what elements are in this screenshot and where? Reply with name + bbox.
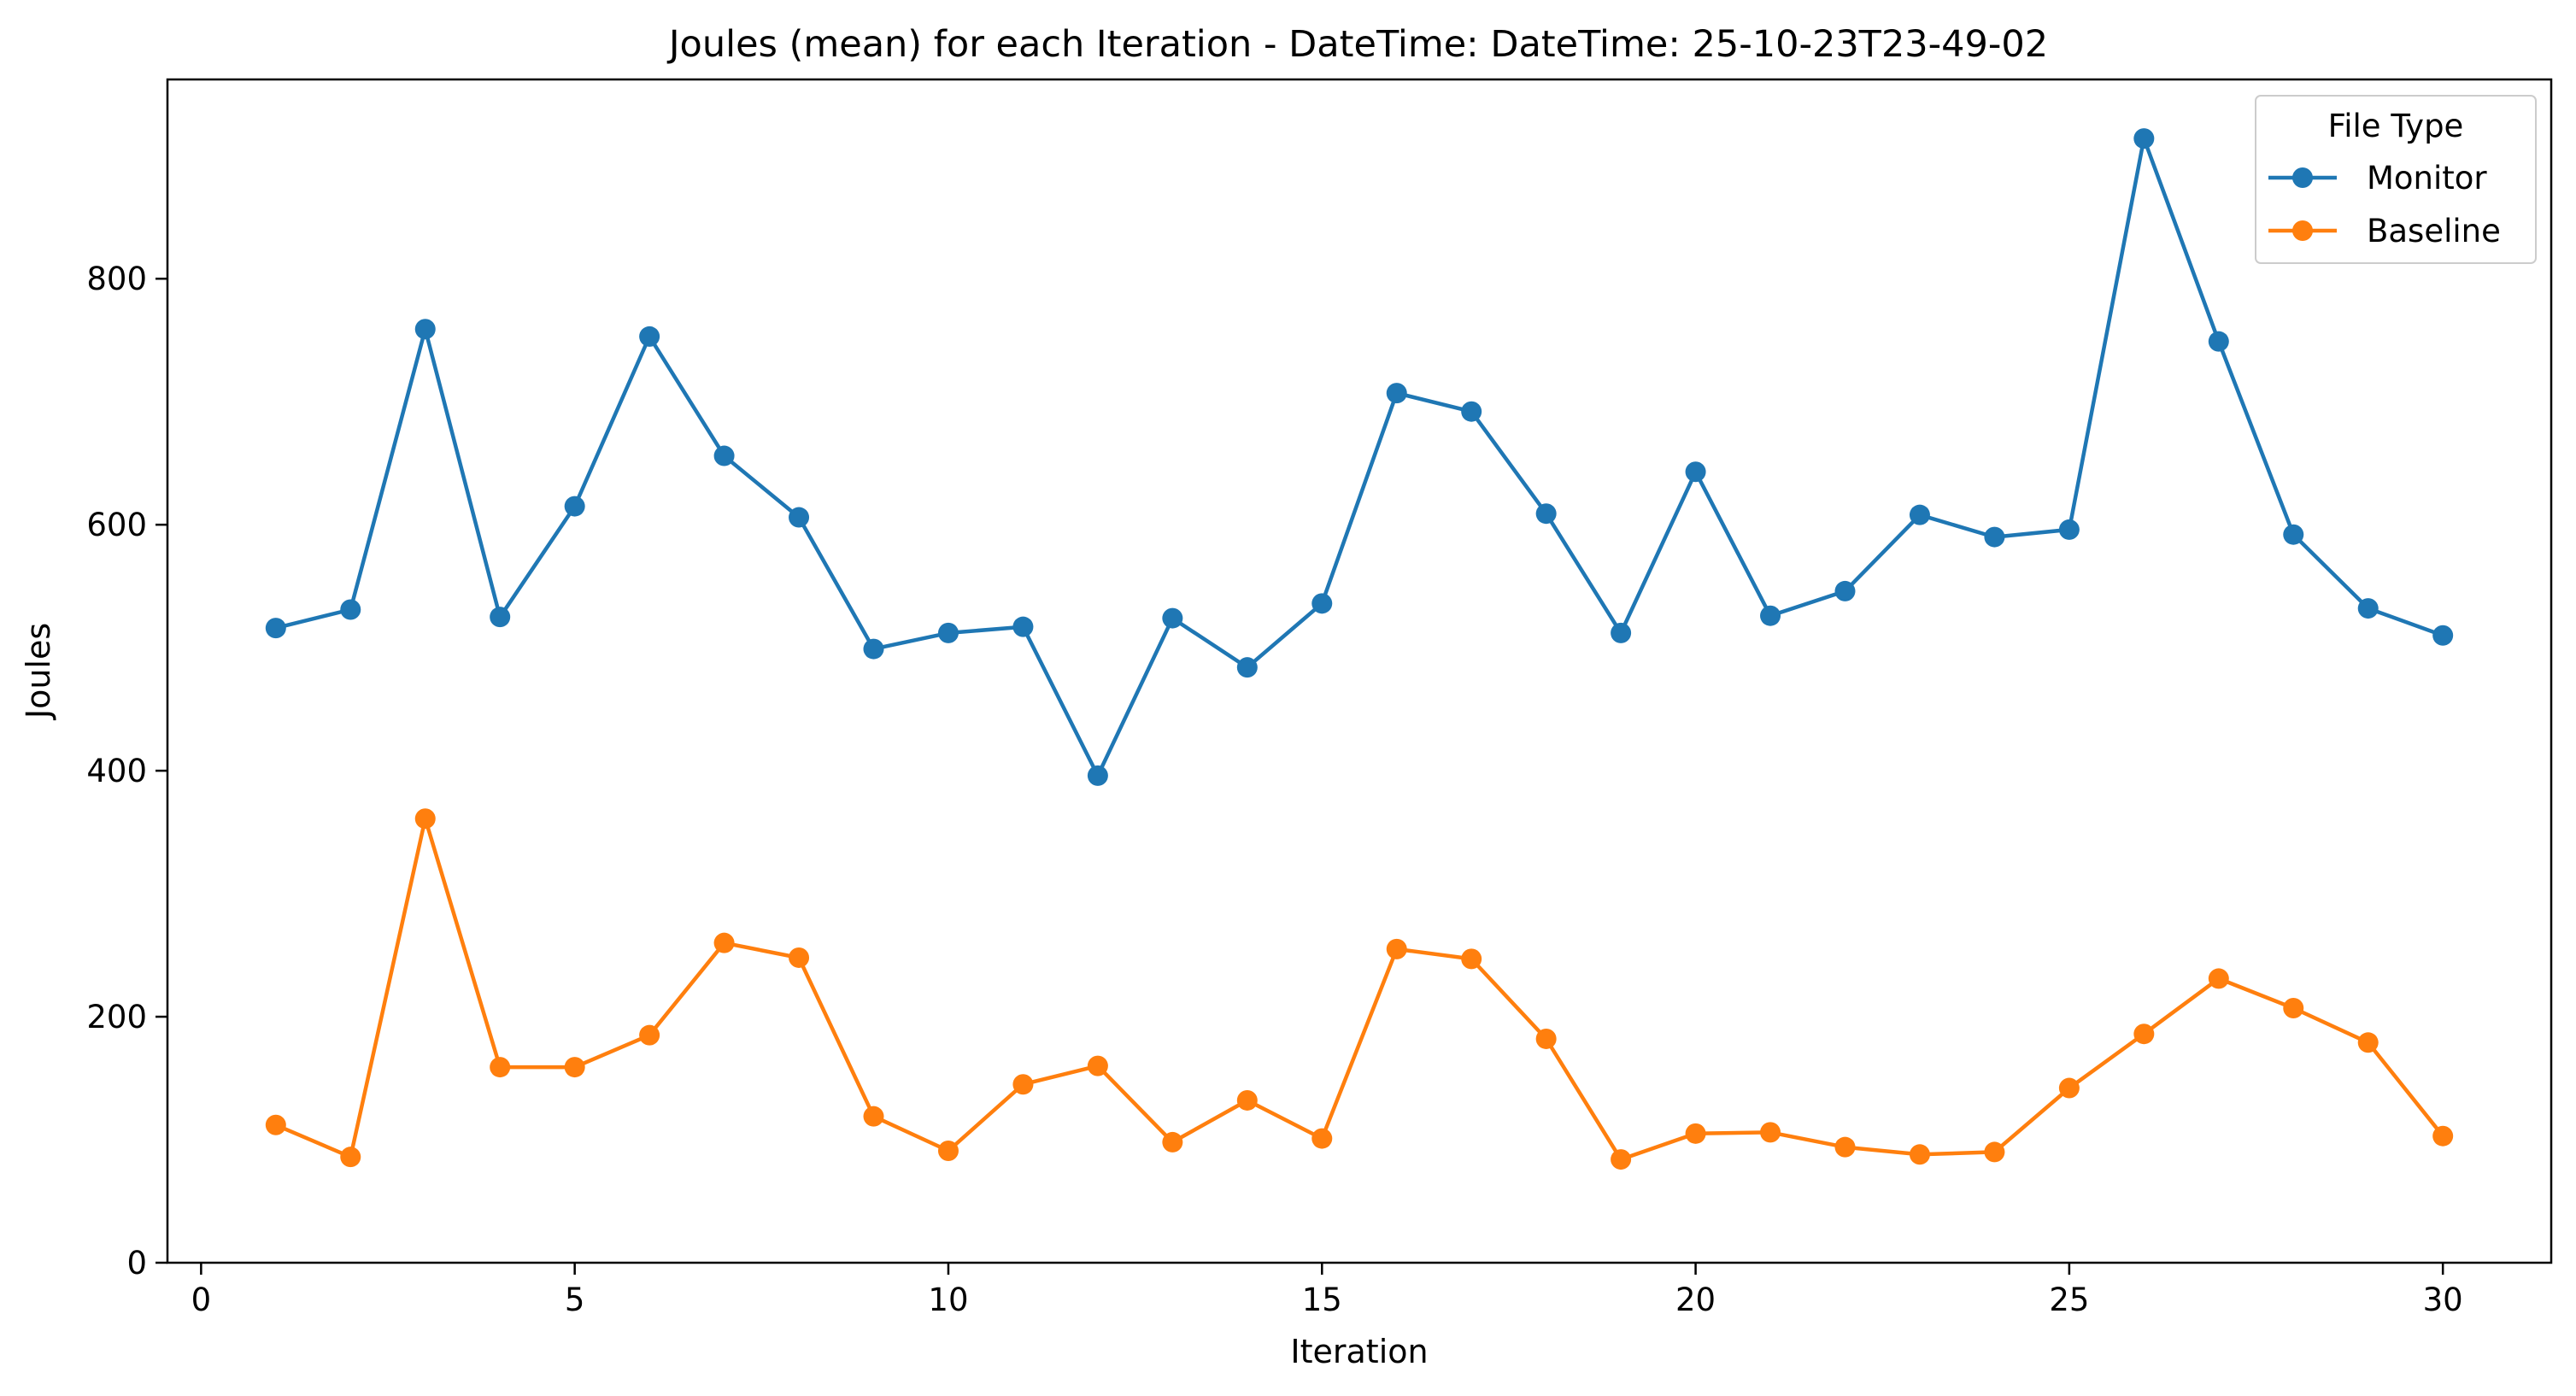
baseline-data-point — [2357, 1032, 2379, 1053]
monitor-data-point — [1760, 605, 1781, 626]
legend-items: Monitor Baseline — [2268, 160, 2501, 249]
plot-area-frame — [166, 78, 2553, 1264]
series-layer — [265, 128, 2454, 1170]
baseline-data-point — [937, 1140, 959, 1161]
monitor-data-point — [1386, 383, 1407, 404]
baseline-data-point — [1760, 1122, 1781, 1143]
x-tick-label: 30 — [2423, 1282, 2463, 1318]
monitor-data-point — [1236, 657, 1258, 678]
monitor-series-line — [273, 136, 2445, 778]
monitor-data-point — [1461, 401, 1482, 422]
monitor-data-point — [2357, 598, 2379, 619]
baseline-data-point — [1386, 938, 1407, 959]
y-tick-label: 400 — [86, 753, 147, 789]
baseline-data-point — [1535, 1028, 1557, 1049]
monitor-data-point — [2432, 625, 2454, 646]
baseline-data-point — [265, 1114, 286, 1135]
monitor-data-point — [1685, 461, 1706, 483]
baseline-data-point — [2133, 1024, 2155, 1045]
baseline-data-point — [713, 932, 735, 953]
y-tick-label: 600 — [86, 507, 147, 543]
monitor-data-point — [789, 507, 810, 528]
monitor-data-point — [564, 496, 585, 517]
legend-box — [2255, 95, 2537, 264]
monitor-data-point — [414, 319, 436, 340]
x-tick-label: 5 — [565, 1282, 585, 1318]
baseline-data-point — [2283, 997, 2304, 1018]
monitor-data-point — [490, 607, 511, 628]
baseline-data-point — [2058, 1077, 2080, 1099]
legend: File Type Monitor Baseline — [2255, 95, 2537, 264]
baseline-data-point — [1685, 1123, 1706, 1144]
y-axis-label: Joules — [20, 623, 57, 720]
monitor-data-point — [2208, 331, 2229, 352]
x-tick-label: 20 — [1675, 1282, 1716, 1318]
baseline-data-point — [1087, 1055, 1108, 1076]
monitor-data-point — [639, 326, 660, 347]
y-axis: 0 200 400 600 800 — [86, 261, 167, 1282]
baseline-data-point — [1012, 1074, 1034, 1095]
chart-title: Joules (mean) for each Iteration - DateT… — [666, 23, 2048, 66]
baseline-data-point — [1611, 1149, 1632, 1170]
x-axis: 0 5 10 15 20 25 30 — [191, 1263, 2463, 1318]
x-tick-label: 25 — [2049, 1282, 2089, 1318]
monitor-data-point — [2133, 128, 2155, 150]
baseline-data-point — [789, 947, 810, 968]
baseline-data-point — [340, 1147, 361, 1168]
y-tick-label: 800 — [86, 261, 147, 297]
monitor-data-point — [1012, 616, 1034, 637]
baseline-legend-label: Baseline — [2367, 213, 2501, 249]
baseline-data-point — [639, 1024, 660, 1046]
monitor-data-point — [863, 638, 884, 660]
baseline-data-point — [2208, 968, 2229, 989]
monitor-data-point — [1834, 580, 1856, 601]
baseline-data-point — [414, 808, 436, 830]
baseline-data-point — [1834, 1136, 1856, 1158]
monitor-legend-marker — [2292, 167, 2313, 188]
baseline-data-point — [1311, 1128, 1333, 1149]
x-tick-label: 0 — [191, 1282, 212, 1318]
monitor-data-point — [2283, 524, 2304, 545]
monitor-data-point — [1535, 503, 1557, 525]
monitor-data-point — [265, 618, 286, 639]
y-tick-label: 0 — [126, 1245, 147, 1282]
x-tick-label: 15 — [1302, 1282, 1342, 1318]
baseline-series-line — [273, 817, 2445, 1162]
monitor-legend-label: Monitor — [2367, 160, 2487, 196]
monitor-data-point — [1311, 593, 1333, 614]
baseline-data-point — [1236, 1089, 1258, 1111]
baseline-data-point — [1461, 948, 1482, 970]
baseline-data-point — [490, 1057, 511, 1078]
baseline-legend-marker — [2292, 220, 2313, 241]
baseline-data-point — [863, 1106, 884, 1127]
x-tick-label: 10 — [928, 1282, 968, 1318]
baseline-data-point — [1162, 1131, 1183, 1153]
baseline-data-point — [2432, 1125, 2454, 1147]
monitor-data-point — [1611, 622, 1632, 643]
monitor-data-point — [340, 599, 361, 620]
monitor-data-point — [1984, 526, 2005, 548]
baseline-data-point — [1984, 1141, 2005, 1163]
baseline-data-point — [1909, 1144, 1930, 1165]
legend-title: File Type — [2328, 108, 2464, 144]
baseline-data-point — [564, 1057, 585, 1078]
monitor-data-point — [713, 445, 735, 466]
monitor-data-point — [1909, 504, 1930, 525]
monitor-data-point — [937, 622, 959, 643]
monitor-data-point — [2058, 519, 2080, 540]
monitor-data-point — [1087, 765, 1108, 786]
monitor-data-point — [1162, 607, 1183, 629]
y-tick-label: 200 — [86, 999, 147, 1035]
x-axis-label: Iteration — [1290, 1333, 1428, 1370]
